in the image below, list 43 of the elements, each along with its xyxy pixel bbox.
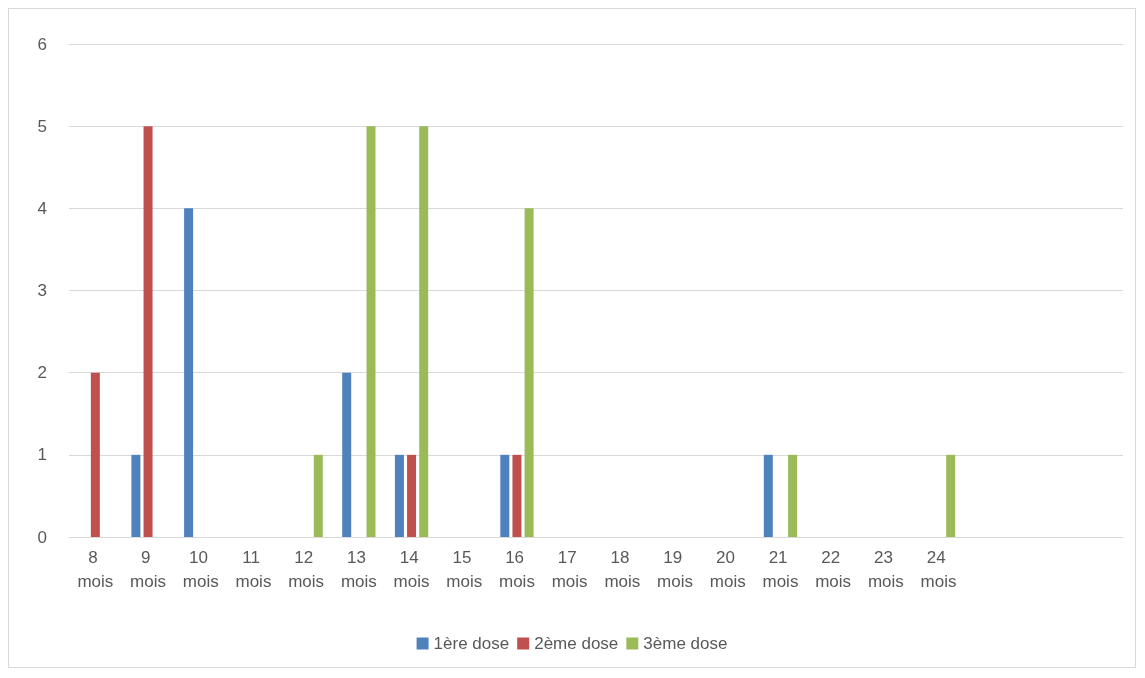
x-tick-label: 19 mois (657, 547, 693, 591)
y-tick-label: 0 (37, 527, 47, 547)
legend-label: 3ème dose (643, 634, 728, 653)
bar (184, 208, 194, 537)
x-tick-label: 16 mois (499, 547, 535, 591)
x-tick-label: 12 mois (288, 547, 325, 591)
bar (946, 454, 956, 537)
x-tick-label: 9 mois (130, 547, 166, 591)
bar (90, 372, 100, 537)
x-tick-label: 23 mois (867, 547, 904, 591)
bar (143, 126, 153, 537)
bar (407, 454, 417, 537)
y-tick-label: 2 (37, 363, 47, 383)
x-tick-label: 10 mois (182, 547, 219, 591)
x-tick-label: 24 mois (920, 547, 957, 591)
bar (788, 454, 798, 537)
x-tick-label: 15 mois (446, 547, 483, 591)
bar (524, 208, 534, 537)
x-tick-label: 20 mois (709, 547, 746, 591)
bar (763, 454, 773, 537)
x-tick-label: 17 mois (551, 547, 588, 591)
bar (419, 126, 429, 537)
bar (500, 454, 510, 537)
legend-label: 1ère dose (433, 634, 510, 653)
y-tick-label: 6 (37, 34, 47, 54)
x-tick-label: 11 mois (235, 547, 272, 591)
x-tick-label: 21 mois (762, 547, 799, 591)
bar (313, 454, 323, 537)
x-tick-label: 8 mois (77, 547, 114, 591)
bar (394, 454, 404, 537)
x-tick-label: 22 mois (815, 547, 852, 591)
bar (366, 126, 376, 537)
y-tick-label: 4 (37, 198, 47, 218)
bar (131, 454, 141, 537)
y-tick-label: 5 (37, 116, 47, 136)
y-tick-label: 1 (37, 445, 47, 465)
x-tick-label: 18 mois (604, 547, 641, 591)
bar (512, 454, 522, 537)
legend-label: 2ème dose (534, 634, 619, 653)
x-tick-label: 13 mois (340, 547, 377, 591)
bar (342, 372, 352, 537)
x-tick-label: 14 mois (393, 547, 430, 591)
y-tick-label: 3 (37, 281, 47, 300)
